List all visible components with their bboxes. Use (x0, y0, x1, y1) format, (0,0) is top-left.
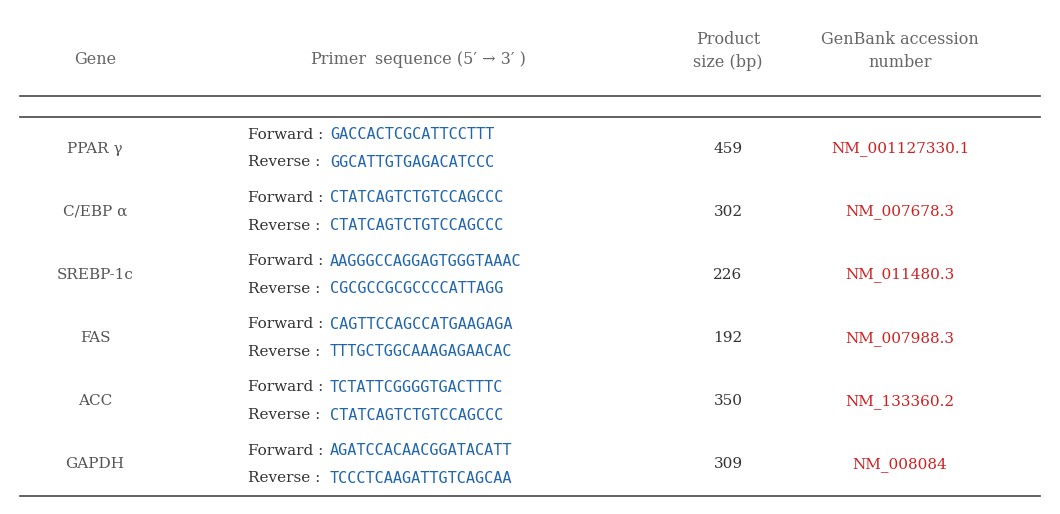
Text: Product
size (bp): Product size (bp) (693, 31, 763, 70)
Text: PPAR γ: PPAR γ (67, 141, 123, 156)
Text: ACC: ACC (77, 394, 112, 408)
Text: Primer: Primer (310, 50, 366, 67)
Text: 309: 309 (713, 457, 743, 471)
Text: NM_007678.3: NM_007678.3 (846, 204, 954, 219)
Text: sequence (5′ → 3′ ): sequence (5′ → 3′ ) (375, 50, 526, 67)
Text: Reverse :: Reverse : (248, 155, 325, 170)
Text: TTTGCTGGCAAAGAGAACAC: TTTGCTGGCAAAGAGAACAC (330, 344, 512, 359)
Text: 226: 226 (713, 268, 743, 282)
Text: C/EBP α: C/EBP α (63, 205, 127, 219)
Text: NM_011480.3: NM_011480.3 (846, 267, 955, 282)
Text: Forward :: Forward : (248, 444, 329, 457)
Text: GenBank accession
number: GenBank accession number (822, 31, 978, 70)
Text: AAGGGCCAGGAGTGGGTAAAC: AAGGGCCAGGAGTGGGTAAAC (330, 253, 522, 268)
Text: Forward :: Forward : (248, 317, 329, 331)
Text: CTATCAGTCTGTCCAGCCC: CTATCAGTCTGTCCAGCCC (330, 218, 504, 233)
Text: CTATCAGTCTGTCCAGCCC: CTATCAGTCTGTCCAGCCC (330, 190, 504, 206)
Text: AGATCCACAACGGATACATT: AGATCCACAACGGATACATT (330, 443, 512, 458)
Text: Reverse :: Reverse : (248, 282, 325, 296)
Text: Reverse :: Reverse : (248, 345, 325, 359)
Text: 302: 302 (713, 205, 743, 219)
Text: Forward :: Forward : (248, 127, 329, 142)
Text: Forward :: Forward : (248, 254, 329, 268)
Text: Gene: Gene (74, 50, 116, 67)
Text: FAS: FAS (80, 331, 110, 345)
Text: GAPDH: GAPDH (66, 457, 124, 471)
Text: SREBP-1c: SREBP-1c (56, 268, 134, 282)
Text: Forward :: Forward : (248, 191, 329, 205)
Text: Reverse :: Reverse : (248, 218, 325, 233)
Text: Reverse :: Reverse : (248, 471, 325, 485)
Text: GACCACTCGCATTCCTTT: GACCACTCGCATTCCTTT (330, 127, 494, 142)
Text: CAGTTCCAGCCATGAAGAGA: CAGTTCCAGCCATGAAGAGA (330, 317, 512, 332)
Text: CTATCAGTCTGTCCAGCCC: CTATCAGTCTGTCCAGCCC (330, 408, 504, 423)
Text: 350: 350 (713, 394, 742, 408)
Text: 192: 192 (713, 331, 743, 345)
Text: TCCCTCAAGATTGTCAGCAA: TCCCTCAAGATTGTCAGCAA (330, 471, 512, 486)
Text: GGCATTGTGAGACATCCC: GGCATTGTGAGACATCCC (330, 155, 494, 170)
Text: CGCGCCGCGCCCCATTAGG: CGCGCCGCGCCCCATTAGG (330, 281, 504, 296)
Text: Reverse :: Reverse : (248, 408, 325, 422)
Text: Forward :: Forward : (248, 380, 329, 394)
Text: NM_001127330.1: NM_001127330.1 (831, 141, 969, 156)
Text: 459: 459 (713, 141, 743, 156)
Text: NM_133360.2: NM_133360.2 (846, 394, 955, 409)
Text: NM_007988.3: NM_007988.3 (846, 331, 954, 345)
Text: TCTATTCGGGGTGACTTTC: TCTATTCGGGGTGACTTTC (330, 380, 504, 395)
Text: NM_008084: NM_008084 (852, 457, 948, 472)
